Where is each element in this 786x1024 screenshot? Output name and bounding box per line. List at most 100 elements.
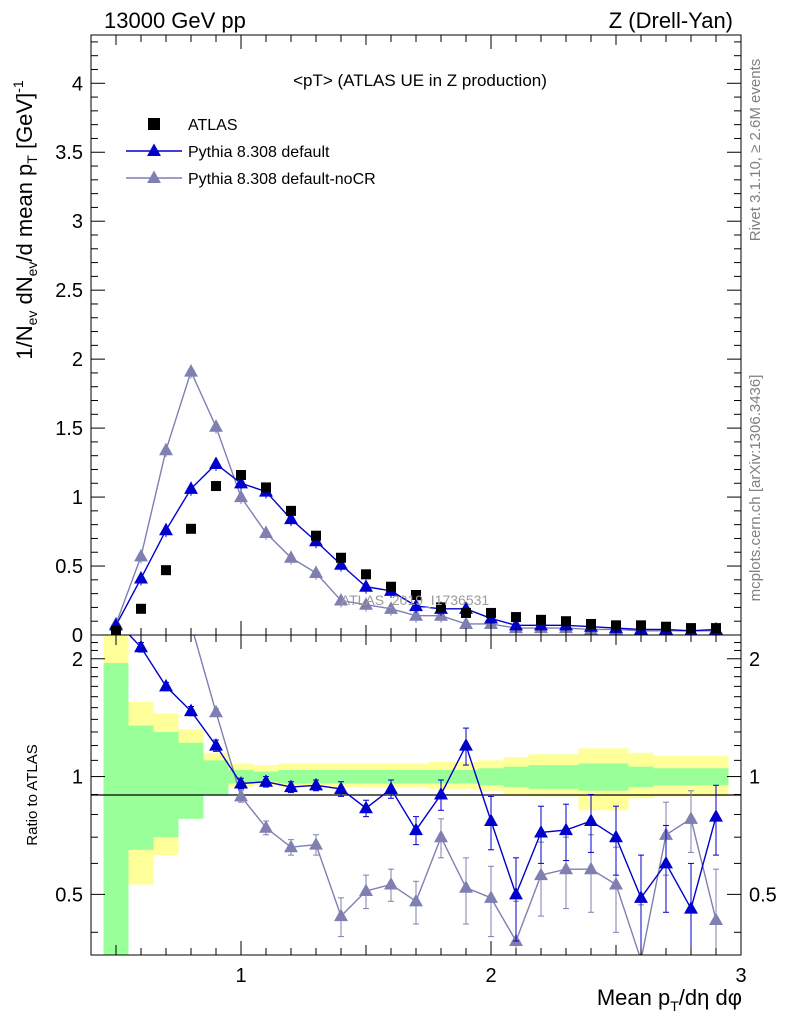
ratio-point-nocr	[709, 912, 723, 926]
data-point-nocr	[184, 364, 198, 377]
y-tick-label: 1.5	[55, 418, 83, 440]
y-tick-label: 2	[72, 349, 83, 371]
data-point-atlas	[136, 603, 146, 614]
band-inner	[403, 769, 429, 784]
x-tick-label: 1	[235, 965, 246, 987]
band-inner	[428, 769, 454, 784]
ratio-y-tick-label-right: 2	[749, 649, 760, 671]
y-tick-label: 4	[72, 73, 83, 95]
data-point-default	[159, 522, 173, 536]
ratio-point-default	[684, 901, 698, 914]
data-point-nocr	[384, 601, 398, 614]
data-point-default	[509, 617, 523, 631]
main-panel: 0 0.5 1 1.5 2 2.5 3 3.5 4 <pT> (ATLAS UE in Z pr…	[10, 34, 742, 647]
ratio-point-nocr	[584, 861, 598, 875]
data-point-atlas	[286, 505, 296, 516]
data-point-atlas	[536, 614, 546, 625]
ratio-y-tick-label: 2	[72, 649, 83, 671]
band-inner	[278, 769, 304, 784]
data-point-atlas	[211, 481, 221, 492]
ratio-point-default	[309, 777, 323, 791]
ratio-y-tick-label: 1	[72, 767, 83, 789]
ratio-point-default	[634, 890, 648, 903]
data-point-atlas	[186, 523, 196, 534]
legend-entry: Pythia 8.308 default	[188, 144, 330, 161]
ratio-y-tick-label: 0.5	[55, 884, 83, 906]
x-tick-label: 3	[735, 965, 746, 987]
legend-entry: ATLAS	[188, 117, 238, 134]
data-point-atlas	[311, 530, 321, 541]
band-inner	[553, 765, 579, 789]
uncertainty-bands	[103, 635, 729, 955]
data-point-nocr	[259, 525, 273, 538]
data-point-atlas	[161, 565, 171, 576]
band-inner	[453, 769, 479, 784]
data-point-nocr	[234, 489, 248, 503]
data-point-atlas	[236, 470, 246, 480]
ratio-point-nocr	[184, 617, 198, 629]
ratio-point-nocr	[234, 788, 248, 802]
watermark: ATLAS_2019_I1736531	[341, 592, 490, 608]
ratio-point-default	[359, 800, 373, 814]
band-inner	[328, 769, 354, 784]
ratio-y-tick-label-right: 0.5	[749, 884, 777, 906]
legend: ATLAS Pythia 8.308 default Pythia 8.308 de…	[126, 117, 376, 188]
data-point-atlas	[636, 620, 646, 631]
y-tick-label: 2.5	[55, 280, 83, 302]
band-inner	[178, 742, 204, 819]
data-point-default	[409, 598, 423, 612]
x-tick-label: 2	[485, 965, 496, 987]
ratio-point-default	[209, 738, 223, 751]
legend-marker	[147, 170, 161, 184]
band-inner	[703, 768, 729, 786]
band-inner	[103, 663, 129, 955]
header-left: 13000 GeV pp	[104, 8, 246, 33]
data-point-default	[234, 475, 248, 489]
band-inner	[128, 725, 154, 850]
ratio-point-nocr	[384, 877, 398, 890]
ratio-point-nocr	[309, 837, 323, 850]
ratio-y-tick-label-right: 1	[749, 767, 760, 789]
mcplots-label: mcplots.cern.ch [arXiv:1306.3436]	[747, 375, 764, 602]
ratio-point-nocr	[484, 890, 498, 903]
data-point-nocr	[159, 442, 173, 456]
ratio-point-default	[434, 787, 448, 800]
ratio-point-default	[159, 678, 173, 692]
band-inner	[478, 768, 504, 786]
ratio-point-nocr	[259, 820, 273, 833]
data-point-default	[184, 481, 198, 494]
data-point-atlas	[486, 607, 496, 618]
ratio-point-nocr	[684, 811, 698, 824]
data-point-default	[209, 456, 223, 470]
data-point-nocr	[459, 616, 473, 630]
data-point-atlas	[386, 581, 396, 592]
data-point-atlas	[261, 482, 271, 493]
ratio-point-nocr	[409, 893, 423, 907]
ratio-point-nocr	[209, 704, 223, 718]
legend-marker	[147, 143, 161, 157]
band-inner	[153, 731, 179, 838]
band-inner	[503, 766, 529, 788]
band-inner	[528, 765, 554, 789]
data-point-atlas	[661, 621, 671, 632]
ratio-point-default	[134, 639, 148, 653]
band-inner	[603, 763, 629, 791]
band-inner	[378, 769, 404, 784]
ratio-ylabel: Ratio to ATLAS	[24, 744, 41, 845]
ratio-point-default	[184, 703, 198, 717]
rivet-label: Rivet 3.1.10, ≥ 2.6M events	[747, 59, 764, 242]
data-point-atlas	[461, 607, 471, 618]
data-point-nocr	[134, 548, 148, 562]
ratio-point-default	[259, 774, 273, 787]
data-point-atlas	[586, 618, 596, 629]
ratio-point-nocr	[359, 883, 373, 897]
y-tick-label: 0	[72, 625, 83, 647]
ratio-point-default	[559, 822, 573, 836]
ratio-point-default	[409, 822, 423, 836]
ratio-point-default	[334, 781, 348, 794]
data-point-default	[359, 579, 373, 592]
y-tick-label: 3.5	[55, 142, 83, 164]
legend-marker-atlas	[148, 118, 160, 130]
data-point-nocr	[334, 593, 348, 606]
